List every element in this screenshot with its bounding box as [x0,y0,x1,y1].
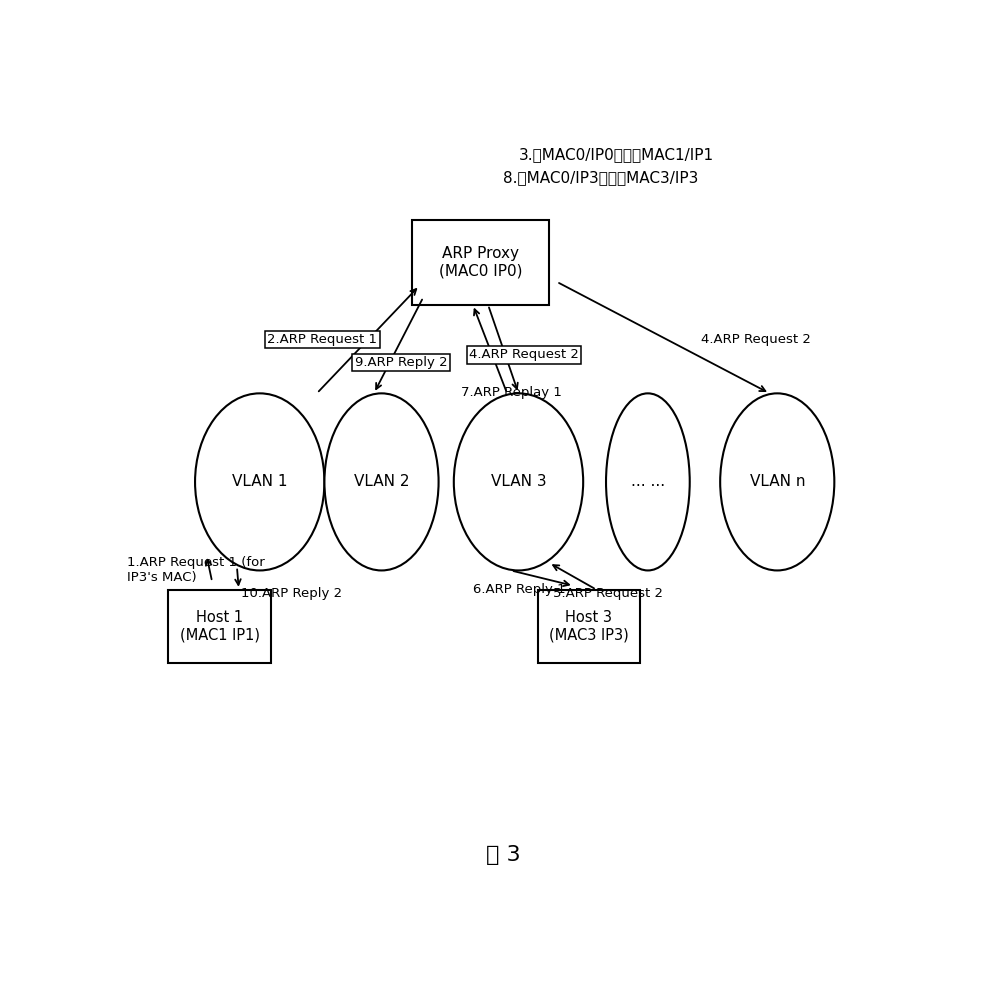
Ellipse shape [195,393,324,570]
Text: VLAN 2: VLAN 2 [354,474,409,489]
Text: 6.ARP Reply 1: 6.ARP Reply 1 [473,583,566,596]
Text: 4.ARP Request 2: 4.ARP Request 2 [469,348,579,361]
FancyBboxPatch shape [412,220,549,305]
Ellipse shape [324,393,439,570]
Text: 1.ARP Request 1 (for
IP3's MAC): 1.ARP Request 1 (for IP3's MAC) [127,556,264,584]
Text: Host 3
(MAC3 IP3): Host 3 (MAC3 IP3) [549,610,628,642]
Text: ARP Proxy
(MAC0 IP0): ARP Proxy (MAC0 IP0) [439,246,522,279]
Text: ... ...: ... ... [630,474,665,489]
Text: Host 1
(MAC1 IP1): Host 1 (MAC1 IP1) [180,610,260,642]
Text: 2.ARP Request 1: 2.ARP Request 1 [267,333,377,346]
Ellipse shape [606,393,689,570]
Text: 10.ARP Reply 2: 10.ARP Reply 2 [241,587,342,600]
Text: 9.ARP Reply 2: 9.ARP Reply 2 [355,356,448,369]
Text: 8.用MAC0/IP3替换源MAC3/IP3: 8.用MAC0/IP3替换源MAC3/IP3 [503,170,698,185]
Text: VLAN n: VLAN n [749,474,805,489]
Text: 4.ARP Request 2: 4.ARP Request 2 [701,333,811,346]
Text: 3.用MAC0/IP0替换源MAC1/IP1: 3.用MAC0/IP0替换源MAC1/IP1 [518,147,714,162]
Text: 7.ARP Replay 1: 7.ARP Replay 1 [462,386,563,399]
Text: 图 3: 图 3 [486,845,520,865]
Ellipse shape [720,393,835,570]
Ellipse shape [454,393,583,570]
Text: 5.ARP Request 2: 5.ARP Request 2 [553,587,663,600]
Text: VLAN 3: VLAN 3 [491,474,546,489]
FancyBboxPatch shape [537,590,640,663]
Text: VLAN 1: VLAN 1 [232,474,288,489]
FancyBboxPatch shape [169,590,271,663]
